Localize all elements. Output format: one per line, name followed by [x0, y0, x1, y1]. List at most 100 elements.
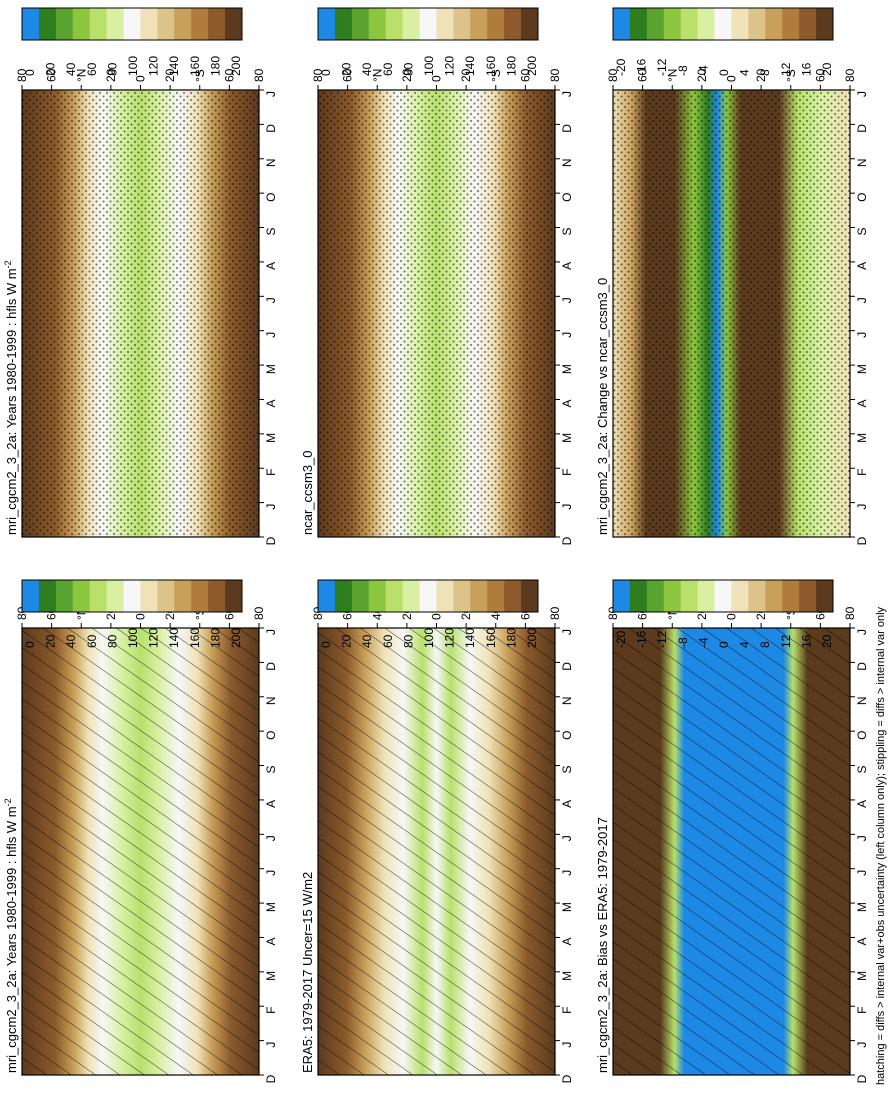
x-tick-label: J	[855, 629, 869, 635]
y-tick-label: 80	[15, 68, 29, 82]
x-tick-label: F	[855, 469, 869, 476]
colorbar-swatch	[714, 8, 732, 40]
x-tick-label: O	[855, 730, 869, 739]
colorbar-label: 12	[779, 62, 793, 76]
x-tick-label: M	[855, 364, 869, 374]
colorbar-swatch	[385, 580, 404, 612]
colorbar-label: 100	[126, 56, 140, 76]
colorbar-label: 20	[44, 634, 58, 648]
x-tick-label: M	[264, 364, 278, 374]
x-tick-label: J	[855, 504, 869, 510]
x-tick-label: F	[264, 1007, 278, 1014]
x-tick-label: J	[264, 91, 278, 97]
footer-note: hatching = diffs > internal var+obs unce…	[875, 606, 887, 1085]
colorbar-swatch	[470, 580, 488, 612]
x-tick-label: J	[264, 629, 278, 635]
colorbar-swatch	[663, 8, 682, 40]
hatching-overlay	[22, 628, 259, 1075]
x-tick-label: M	[560, 433, 574, 443]
colorbar-label: 140	[167, 56, 181, 76]
colorbar-swatch	[106, 8, 125, 40]
colorbar-label: 100	[422, 628, 436, 648]
x-tick-label: M	[855, 433, 869, 443]
colorbar-swatch	[731, 8, 749, 40]
colorbar-swatch	[453, 8, 471, 40]
colorbar-swatch	[123, 580, 141, 612]
colorbar-label: 0	[23, 69, 37, 76]
colorbar-label: 16	[799, 634, 813, 648]
colorbar-swatch	[714, 580, 732, 612]
colorbar-swatch	[191, 8, 209, 40]
x-tick-label: A	[855, 800, 869, 808]
colorbar-swatch	[680, 8, 699, 40]
y-tick-label: 60	[341, 68, 355, 82]
colorbar-swatch	[334, 580, 353, 612]
x-tick-label: J	[560, 297, 574, 303]
colorbar-label: 180	[504, 56, 518, 76]
colorbar-label: 120	[147, 628, 161, 648]
x-tick-label: J	[855, 91, 869, 97]
x-tick-label: F	[560, 469, 574, 476]
x-tick-label: A	[560, 399, 574, 407]
y-tick-label: 80	[843, 606, 857, 620]
colorbar-swatch	[89, 8, 108, 40]
x-tick-label: S	[264, 228, 278, 236]
colorbar-swatch	[402, 580, 421, 612]
y-tick-label: 80	[548, 606, 562, 620]
colorbar-label: 20	[340, 62, 354, 76]
y-tick-label: 20	[163, 68, 177, 82]
colorbar-swatch	[765, 8, 783, 40]
colorbar-frame	[317, 7, 539, 41]
x-tick-label: J	[855, 332, 869, 338]
panel-title: mri_cgcm2_3_2a: Years 1980-1999 : hfls W…	[3, 798, 19, 1073]
colorbar-label: 40	[360, 62, 374, 76]
colorbar-label: 200	[525, 56, 539, 76]
colorbar-label: 40	[64, 62, 78, 76]
hatching-overlay	[318, 628, 555, 1075]
colorbar-label: 80	[401, 634, 415, 648]
colorbar-swatch	[140, 8, 158, 40]
x-tick-label: O	[560, 192, 574, 201]
x-tick-label: O	[560, 730, 574, 739]
x-tick-label: O	[264, 192, 278, 201]
x-tick-label: J	[560, 835, 574, 841]
colorbar-swatch	[663, 580, 682, 612]
colorbar-swatch	[697, 8, 716, 40]
colorbar-swatch	[368, 580, 387, 612]
x-tick-label: J	[264, 870, 278, 876]
colorbar-label: 8	[758, 69, 772, 76]
colorbar-swatch	[419, 580, 437, 612]
y-tick-label: 0	[430, 75, 444, 82]
x-tick-label: J	[855, 835, 869, 841]
colorbar-swatch	[613, 580, 631, 612]
x-tick-label: J	[264, 297, 278, 303]
colorbar-swatch	[816, 8, 834, 40]
stippling-overlay	[613, 90, 850, 537]
colorbar-label: 180	[208, 56, 222, 76]
colorbar-label: -4	[696, 637, 710, 648]
colorbar-label: 12	[779, 634, 793, 648]
colorbar-label: 20	[820, 62, 834, 76]
colorbar-swatch	[208, 8, 226, 40]
colorbar-label: 20	[820, 634, 834, 648]
x-tick-label: D	[264, 124, 278, 133]
colorbar-swatch	[782, 580, 800, 612]
colorbar-swatch	[521, 580, 539, 612]
panel-title: ERA5: 1979-2017 Uncer=15 W/m2	[300, 872, 315, 1073]
colorbar-swatch	[799, 8, 817, 40]
colorbar-label: 0	[717, 69, 731, 76]
x-tick-label: M	[264, 971, 278, 981]
colorbar-label: 200	[229, 628, 243, 648]
colorbar-frame	[317, 579, 539, 613]
y-tick-label: °N	[665, 69, 679, 82]
x-tick-label: D	[560, 536, 574, 545]
colorbar-label: 160	[484, 56, 498, 76]
colorbar-label: -4	[696, 65, 710, 76]
colorbar-swatch	[697, 580, 716, 612]
y-tick-label: 60	[222, 68, 236, 82]
y-tick-label: °N	[370, 69, 384, 82]
colorbar-label: 60	[381, 62, 395, 76]
colorbar-swatch	[38, 8, 57, 40]
